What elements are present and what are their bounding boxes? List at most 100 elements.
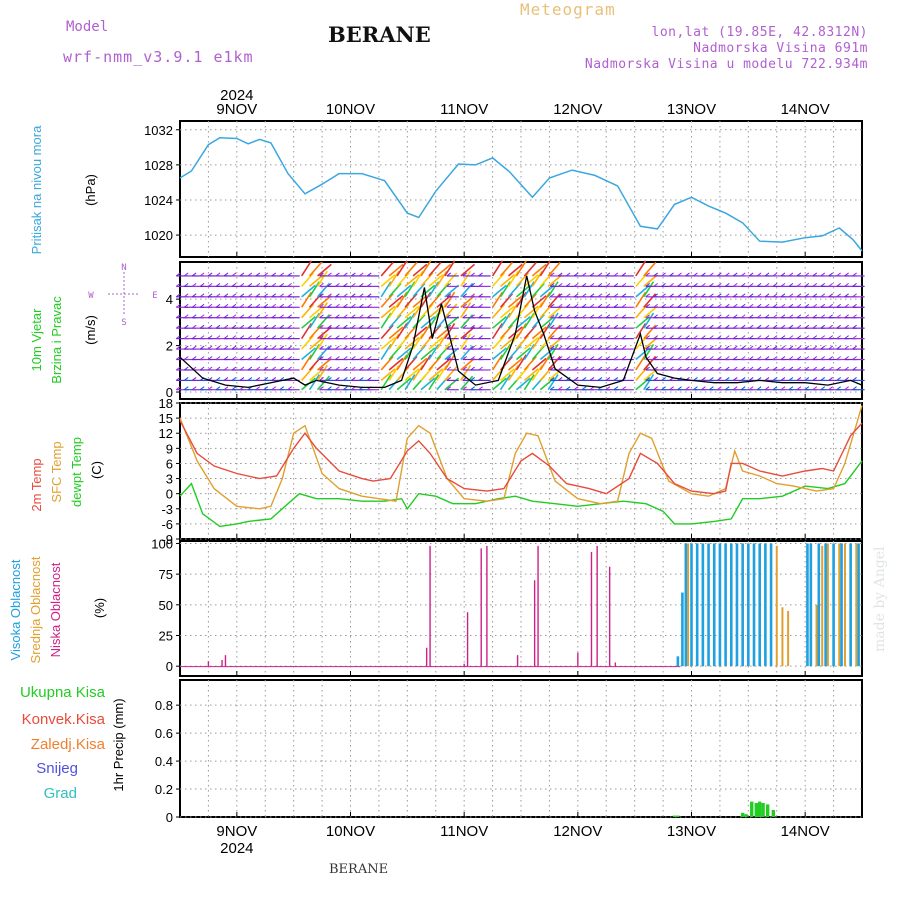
- wind-arrow-head: [685, 293, 690, 298]
- wind-arrow: [547, 293, 561, 308]
- wind-arrow-head: [255, 345, 261, 350]
- wind-unit: (m/s): [83, 315, 98, 345]
- wind-arrow-head: [287, 303, 292, 308]
- wind-arrow-head: [788, 335, 794, 340]
- wind-arrow-head: [748, 282, 754, 287]
- y-tick-label: 75: [159, 567, 173, 582]
- wind-arrow-head: [844, 356, 849, 360]
- wind-arrow-head: [717, 272, 722, 277]
- wind-arrow: [317, 263, 332, 277]
- wind-arrow: [500, 368, 515, 382]
- wind-arrow-head: [597, 272, 603, 277]
- pressure-axis-title: Pritisak na nivou mora: [29, 125, 44, 254]
- wind-arrow-head: [645, 335, 651, 340]
- wind-arrow-head: [247, 314, 253, 319]
- wind-arrow-head: [669, 324, 674, 329]
- wind-arrow-head: [677, 303, 682, 308]
- wind-arrow-head: [279, 324, 285, 329]
- wind-arrow-head: [199, 366, 205, 371]
- wind-arrow-head: [223, 293, 229, 298]
- wind-arrow-head: [748, 377, 754, 381]
- wind-arrow: [300, 323, 313, 340]
- wind-arrow-head: [223, 386, 229, 391]
- wind-arrow-head: [717, 314, 722, 319]
- wind-arrow-head: [701, 272, 706, 277]
- wind-arrow: [500, 274, 515, 287]
- wind-arrow: [643, 293, 657, 308]
- day-label-bottom: 10NOV: [326, 823, 375, 840]
- y-tick-label: -6: [161, 517, 173, 532]
- wind-arrow-head: [709, 324, 714, 329]
- precip-bar: [744, 814, 748, 817]
- wind-arrow: [444, 323, 456, 340]
- wind-arrow-head: [669, 335, 674, 340]
- wind-arrow-head: [207, 303, 213, 308]
- wind-arrow: [316, 345, 331, 361]
- wind-arrow-head: [605, 324, 611, 329]
- wind-arrow-head: [207, 324, 213, 329]
- wind-arrow-head: [478, 303, 483, 308]
- wind-arrow-head: [191, 314, 197, 319]
- wind-arrow-head: [732, 272, 738, 277]
- wind-arrow-head: [478, 293, 483, 298]
- wind-arrow: [436, 357, 452, 371]
- y-tick-label: -3: [161, 502, 173, 517]
- wind-arrow-head: [605, 386, 611, 391]
- wind-arrow-head: [645, 345, 651, 350]
- wind-arrow: [460, 302, 472, 319]
- wind-arrow-head: [565, 386, 571, 391]
- wind-arrow-head: [478, 386, 483, 391]
- wind-arrow-head: [772, 282, 778, 287]
- wind-arrow-head: [844, 272, 849, 277]
- wind-arrow-head: [366, 366, 372, 371]
- wind-arrow-head: [581, 366, 587, 371]
- wind-arrow-head: [223, 272, 229, 277]
- wind-arrow-head: [287, 335, 292, 340]
- wind-arrow-head: [351, 314, 356, 319]
- wind-arrow-head: [788, 303, 794, 308]
- wind-arrow-head: [677, 345, 682, 350]
- wind-arrow-head: [685, 282, 690, 287]
- wind-arrow-head: [661, 356, 666, 360]
- wind-arrow: [547, 336, 563, 350]
- wind-arrow-head: [740, 324, 746, 329]
- wind-arrow-head: [446, 345, 452, 350]
- wind-arrow-head: [231, 282, 237, 287]
- wind-arrow: [523, 274, 539, 287]
- high-cloud-axis-title: Visoka Oblacnost: [8, 559, 23, 660]
- wind-arrow: [539, 260, 551, 277]
- wind-arrow-head: [223, 345, 229, 350]
- y-tick-label: 0: [166, 385, 173, 400]
- wind-arrow-head: [462, 272, 468, 277]
- wind-arrow-head: [852, 366, 857, 371]
- cloud-bar: [425, 647, 428, 667]
- wind-arrow-head: [653, 386, 658, 391]
- wind-arrow-head: [175, 324, 181, 329]
- wind-arrow-head: [605, 282, 611, 287]
- wind-arrow-head: [207, 356, 213, 360]
- wind-arrow: [539, 291, 551, 308]
- wind-arrow: [436, 295, 452, 308]
- wind-arrow-head: [605, 293, 611, 298]
- cloud-bar: [849, 543, 852, 667]
- wind-arrow-head: [565, 314, 571, 319]
- wind-arrow-head: [613, 324, 619, 329]
- wind-arrow-head: [772, 335, 778, 340]
- wind-arrow-head: [748, 366, 754, 371]
- wind-arrow-head: [661, 366, 666, 371]
- wind-arrow-head: [836, 377, 841, 381]
- wind-arrow-head: [319, 303, 324, 308]
- wind-arrow-head: [685, 272, 690, 277]
- wind-arrow-head: [804, 303, 810, 308]
- cloud-bar: [775, 545, 778, 667]
- cloud-bar: [533, 580, 536, 667]
- wind-arrow-head: [470, 293, 475, 298]
- wind-arrow-head: [661, 377, 666, 381]
- wind-arrow-head: [693, 386, 698, 391]
- wind-arrow-head: [573, 303, 579, 308]
- wind-arrow-head: [597, 356, 603, 360]
- low-cloud-axis-title: Niska Oblacnost: [48, 562, 63, 657]
- wind-arrow: [547, 274, 563, 287]
- wind-arrow: [396, 315, 412, 329]
- wind-arrow-head: [844, 293, 849, 298]
